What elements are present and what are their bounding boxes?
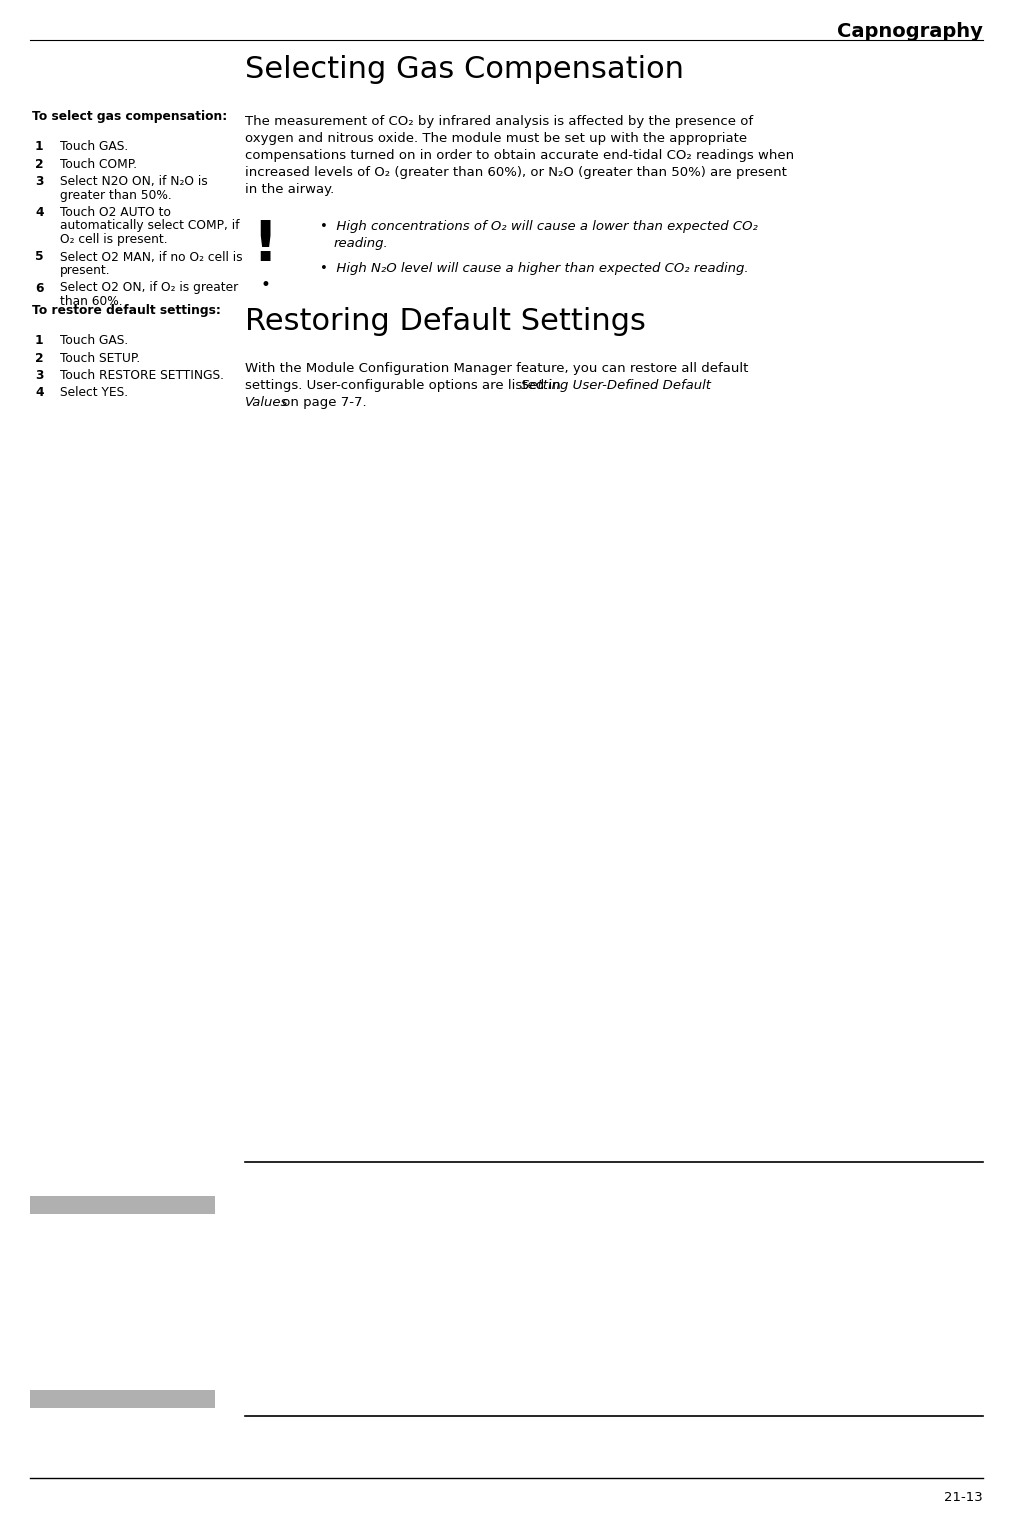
Bar xyxy=(30,1390,215,1408)
Text: 4: 4 xyxy=(35,206,44,218)
Text: Restoring Default Settings: Restoring Default Settings xyxy=(245,308,646,337)
Bar xyxy=(30,1196,215,1214)
Text: Touch COMP.: Touch COMP. xyxy=(60,158,137,170)
Text: present.: present. xyxy=(60,264,110,277)
Text: in the airway.: in the airway. xyxy=(245,183,334,196)
Text: Touch RESTORE SETTINGS.: Touch RESTORE SETTINGS. xyxy=(60,368,224,382)
Text: 3: 3 xyxy=(35,174,44,188)
Text: •  High N₂O level will cause a higher than expected CO₂ reading.: • High N₂O level will cause a higher tha… xyxy=(320,262,749,274)
Text: 1: 1 xyxy=(35,139,44,153)
Text: increased levels of O₂ (greater than 60%), or N₂O (greater than 50%) are present: increased levels of O₂ (greater than 60%… xyxy=(245,165,787,179)
Text: on page 7-7.: on page 7-7. xyxy=(279,396,367,409)
Text: Setting User-Defined Default: Setting User-Defined Default xyxy=(521,379,711,393)
Text: Values: Values xyxy=(245,396,289,409)
Text: 2: 2 xyxy=(35,352,44,364)
Text: Select YES.: Select YES. xyxy=(60,387,128,400)
Text: Touch O2 AUTO to: Touch O2 AUTO to xyxy=(60,206,171,218)
Text: •  High concentrations of O₂ will cause a lower than expected CO₂: • High concentrations of O₂ will cause a… xyxy=(320,220,758,233)
Text: 4: 4 xyxy=(35,387,44,400)
Text: automatically select COMP, if: automatically select COMP, if xyxy=(60,220,239,232)
Text: reading.: reading. xyxy=(334,236,389,250)
Text: 21-13: 21-13 xyxy=(944,1492,983,1504)
Text: Touch GAS.: Touch GAS. xyxy=(60,139,129,153)
Text: !: ! xyxy=(252,218,278,271)
Text: 1: 1 xyxy=(35,334,44,347)
Text: Capnography: Capnography xyxy=(837,23,983,41)
Text: Touch GAS.: Touch GAS. xyxy=(60,334,129,347)
Text: compensations turned on in order to obtain accurate end-tidal CO₂ readings when: compensations turned on in order to obta… xyxy=(245,149,794,162)
Text: than 60%.: than 60%. xyxy=(60,296,123,308)
Text: To select gas compensation:: To select gas compensation: xyxy=(32,111,227,123)
Text: To restore default settings:: To restore default settings: xyxy=(32,305,221,317)
Text: Select O2 ON, if O₂ is greater: Select O2 ON, if O₂ is greater xyxy=(60,282,238,294)
Text: Touch SETUP.: Touch SETUP. xyxy=(60,352,140,364)
Text: 2: 2 xyxy=(35,158,44,170)
Text: The measurement of CO₂ by infrared analysis is affected by the presence of: The measurement of CO₂ by infrared analy… xyxy=(245,115,753,127)
Text: 3: 3 xyxy=(35,368,44,382)
Text: O₂ cell is present.: O₂ cell is present. xyxy=(60,233,167,246)
Text: Select N2O ON, if N₂O is: Select N2O ON, if N₂O is xyxy=(60,174,208,188)
Text: 5: 5 xyxy=(35,250,44,264)
Text: Selecting Gas Compensation: Selecting Gas Compensation xyxy=(245,55,684,83)
Text: settings. User-configurable options are listed in: settings. User-configurable options are … xyxy=(245,379,565,393)
Text: 6: 6 xyxy=(35,282,44,294)
Text: oxygen and nitrous oxide. The module must be set up with the appropriate: oxygen and nitrous oxide. The module mus… xyxy=(245,132,748,146)
Text: Select O2 MAN, if no O₂ cell is: Select O2 MAN, if no O₂ cell is xyxy=(60,250,243,264)
Text: •: • xyxy=(260,276,269,294)
Text: With the Module Configuration Manager feature, you can restore all default: With the Module Configuration Manager fe… xyxy=(245,362,749,374)
Text: greater than 50%.: greater than 50%. xyxy=(60,188,172,202)
